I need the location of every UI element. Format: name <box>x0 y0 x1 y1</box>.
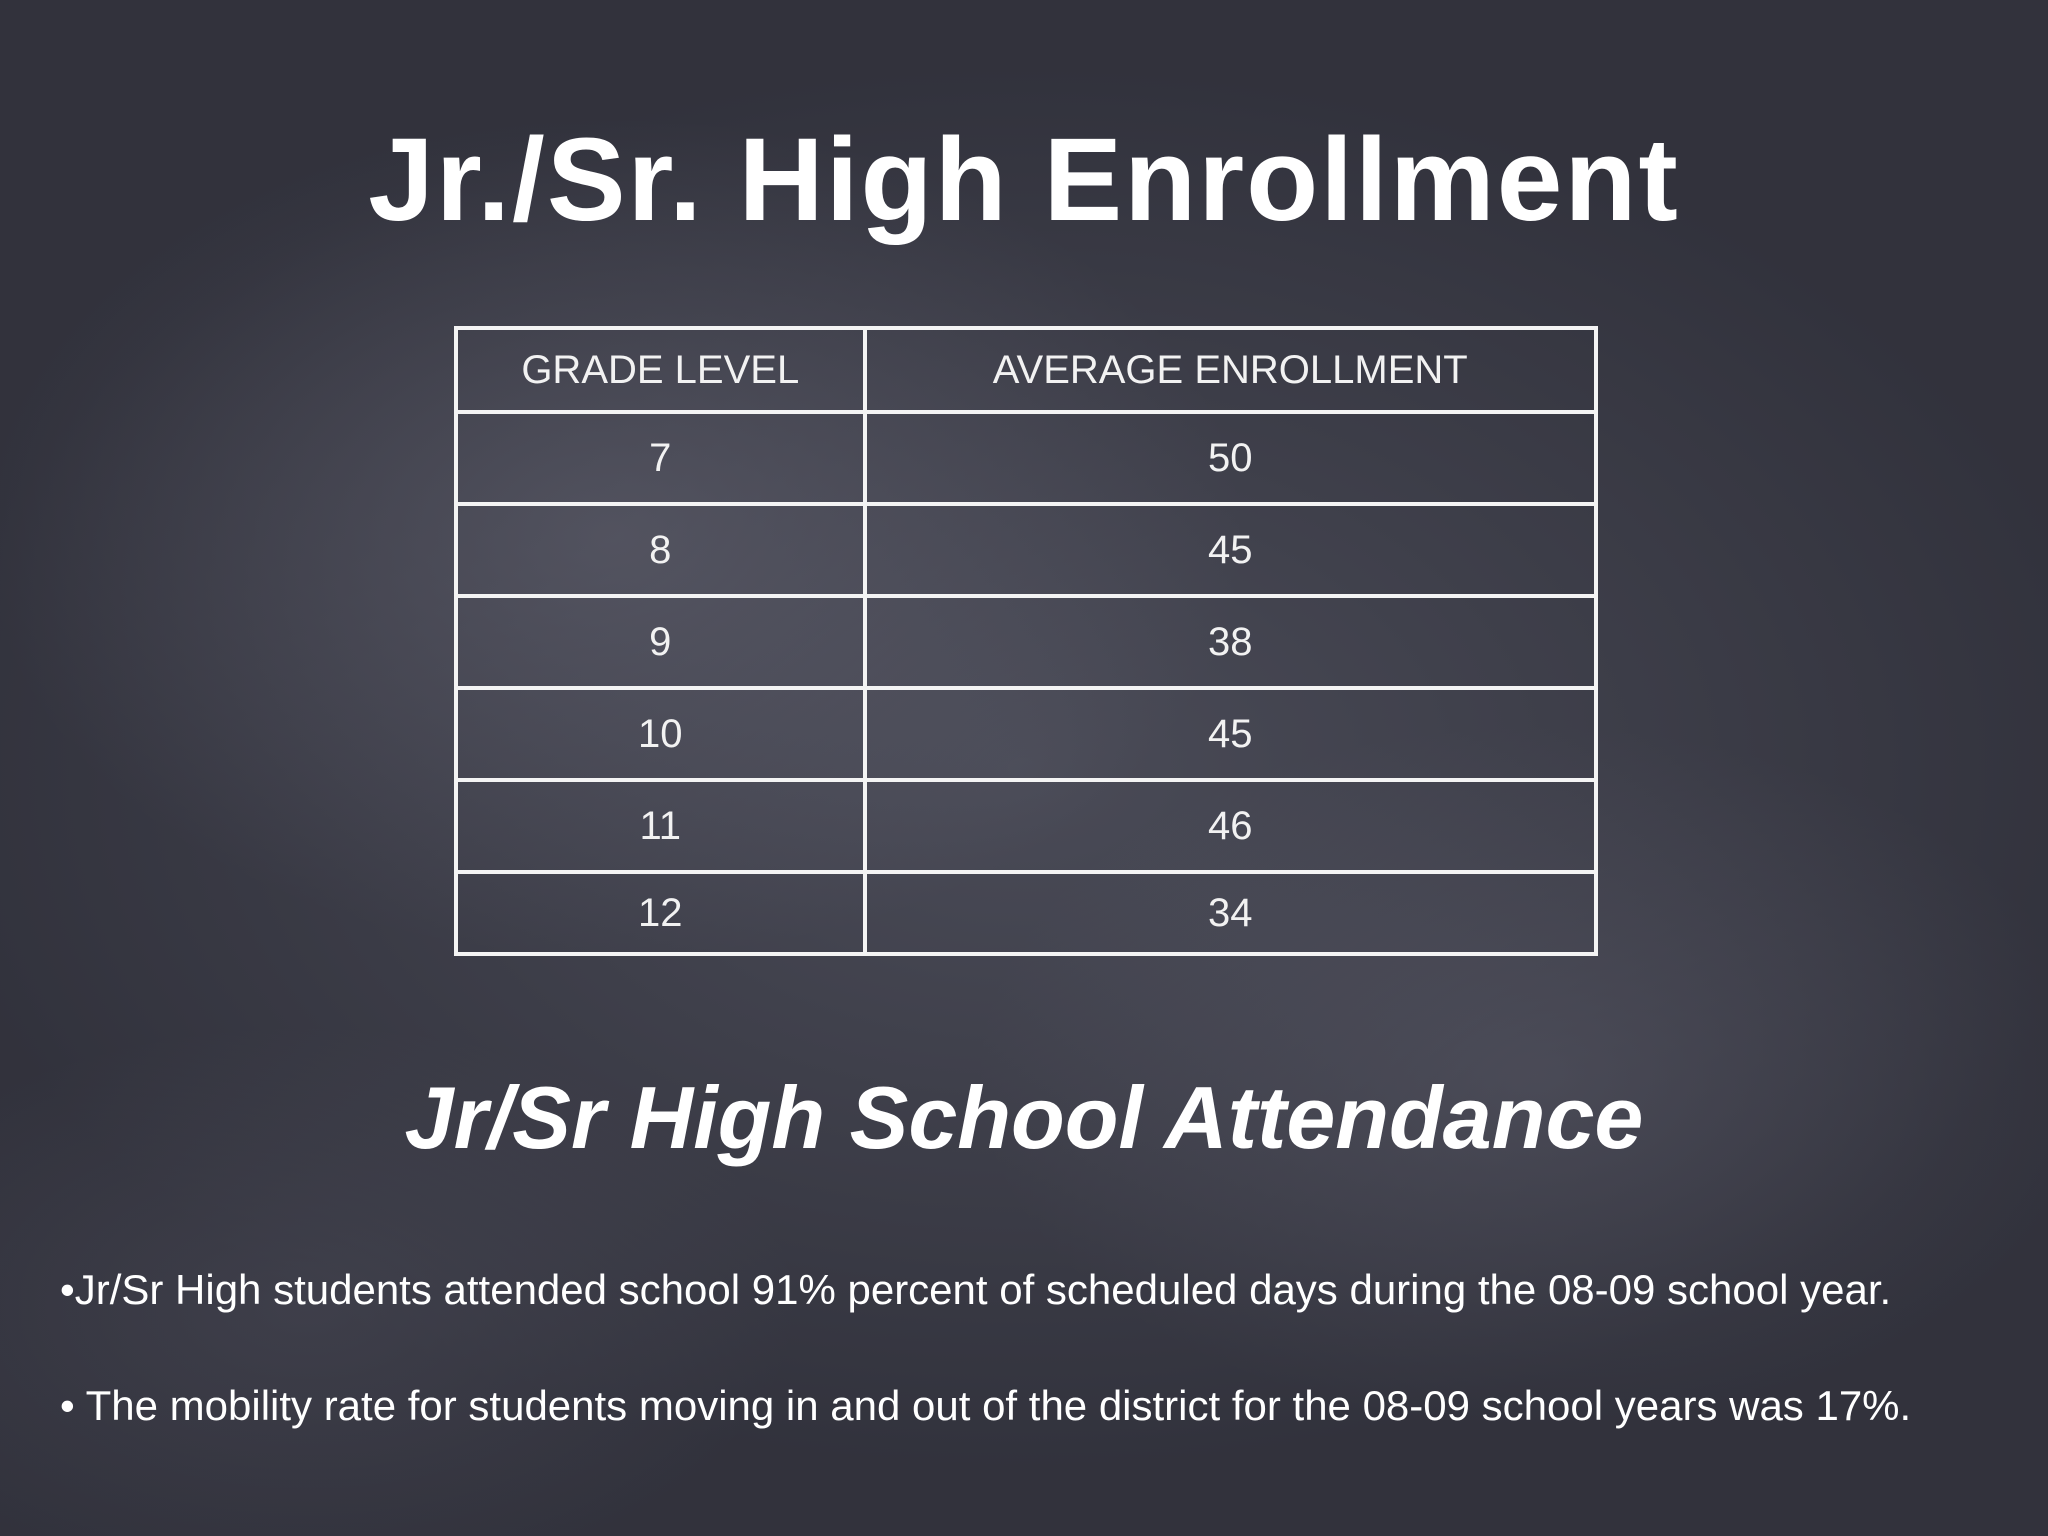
table-row: 12 34 <box>454 870 1599 956</box>
table-row: 8 45 <box>454 502 1599 598</box>
mobility-bullet: • The mobility rate for students moving … <box>60 1382 1912 1429</box>
enrollment-cell: 38 <box>862 594 1599 690</box>
grade-cell: 7 <box>454 410 867 506</box>
table-header-row: GRADE LEVEL AVERAGE ENROLLMENT <box>454 326 1599 414</box>
table-row: 10 45 <box>454 686 1599 782</box>
enrollment-cell: 34 <box>862 870 1599 956</box>
enrollment-cell: 45 <box>862 502 1599 598</box>
attendance-bullet: •Jr/Sr High students attended school 91%… <box>60 1266 1892 1313</box>
header-grade-level: GRADE LEVEL <box>454 326 867 414</box>
enrollment-cell: 50 <box>862 410 1599 506</box>
table-row: 7 50 <box>454 410 1599 506</box>
attendance-heading: Jr/Sr High School Attendance <box>404 1068 1644 1167</box>
header-average-enrollment: AVERAGE ENROLLMENT <box>862 326 1599 414</box>
grade-cell: 10 <box>454 686 867 782</box>
enrollment-table: GRADE LEVEL AVERAGE ENROLLMENT 7 50 8 45… <box>454 326 1599 956</box>
grade-cell: 9 <box>454 594 867 690</box>
table-row: 11 46 <box>454 778 1599 874</box>
enrollment-cell: 46 <box>862 778 1599 874</box>
grade-cell: 11 <box>454 778 867 874</box>
grade-cell: 8 <box>454 502 867 598</box>
grade-cell: 12 <box>454 870 867 956</box>
table-row: 9 38 <box>454 594 1599 690</box>
enrollment-cell: 45 <box>862 686 1599 782</box>
slide-title: Jr./Sr. High Enrollment <box>368 114 1680 246</box>
